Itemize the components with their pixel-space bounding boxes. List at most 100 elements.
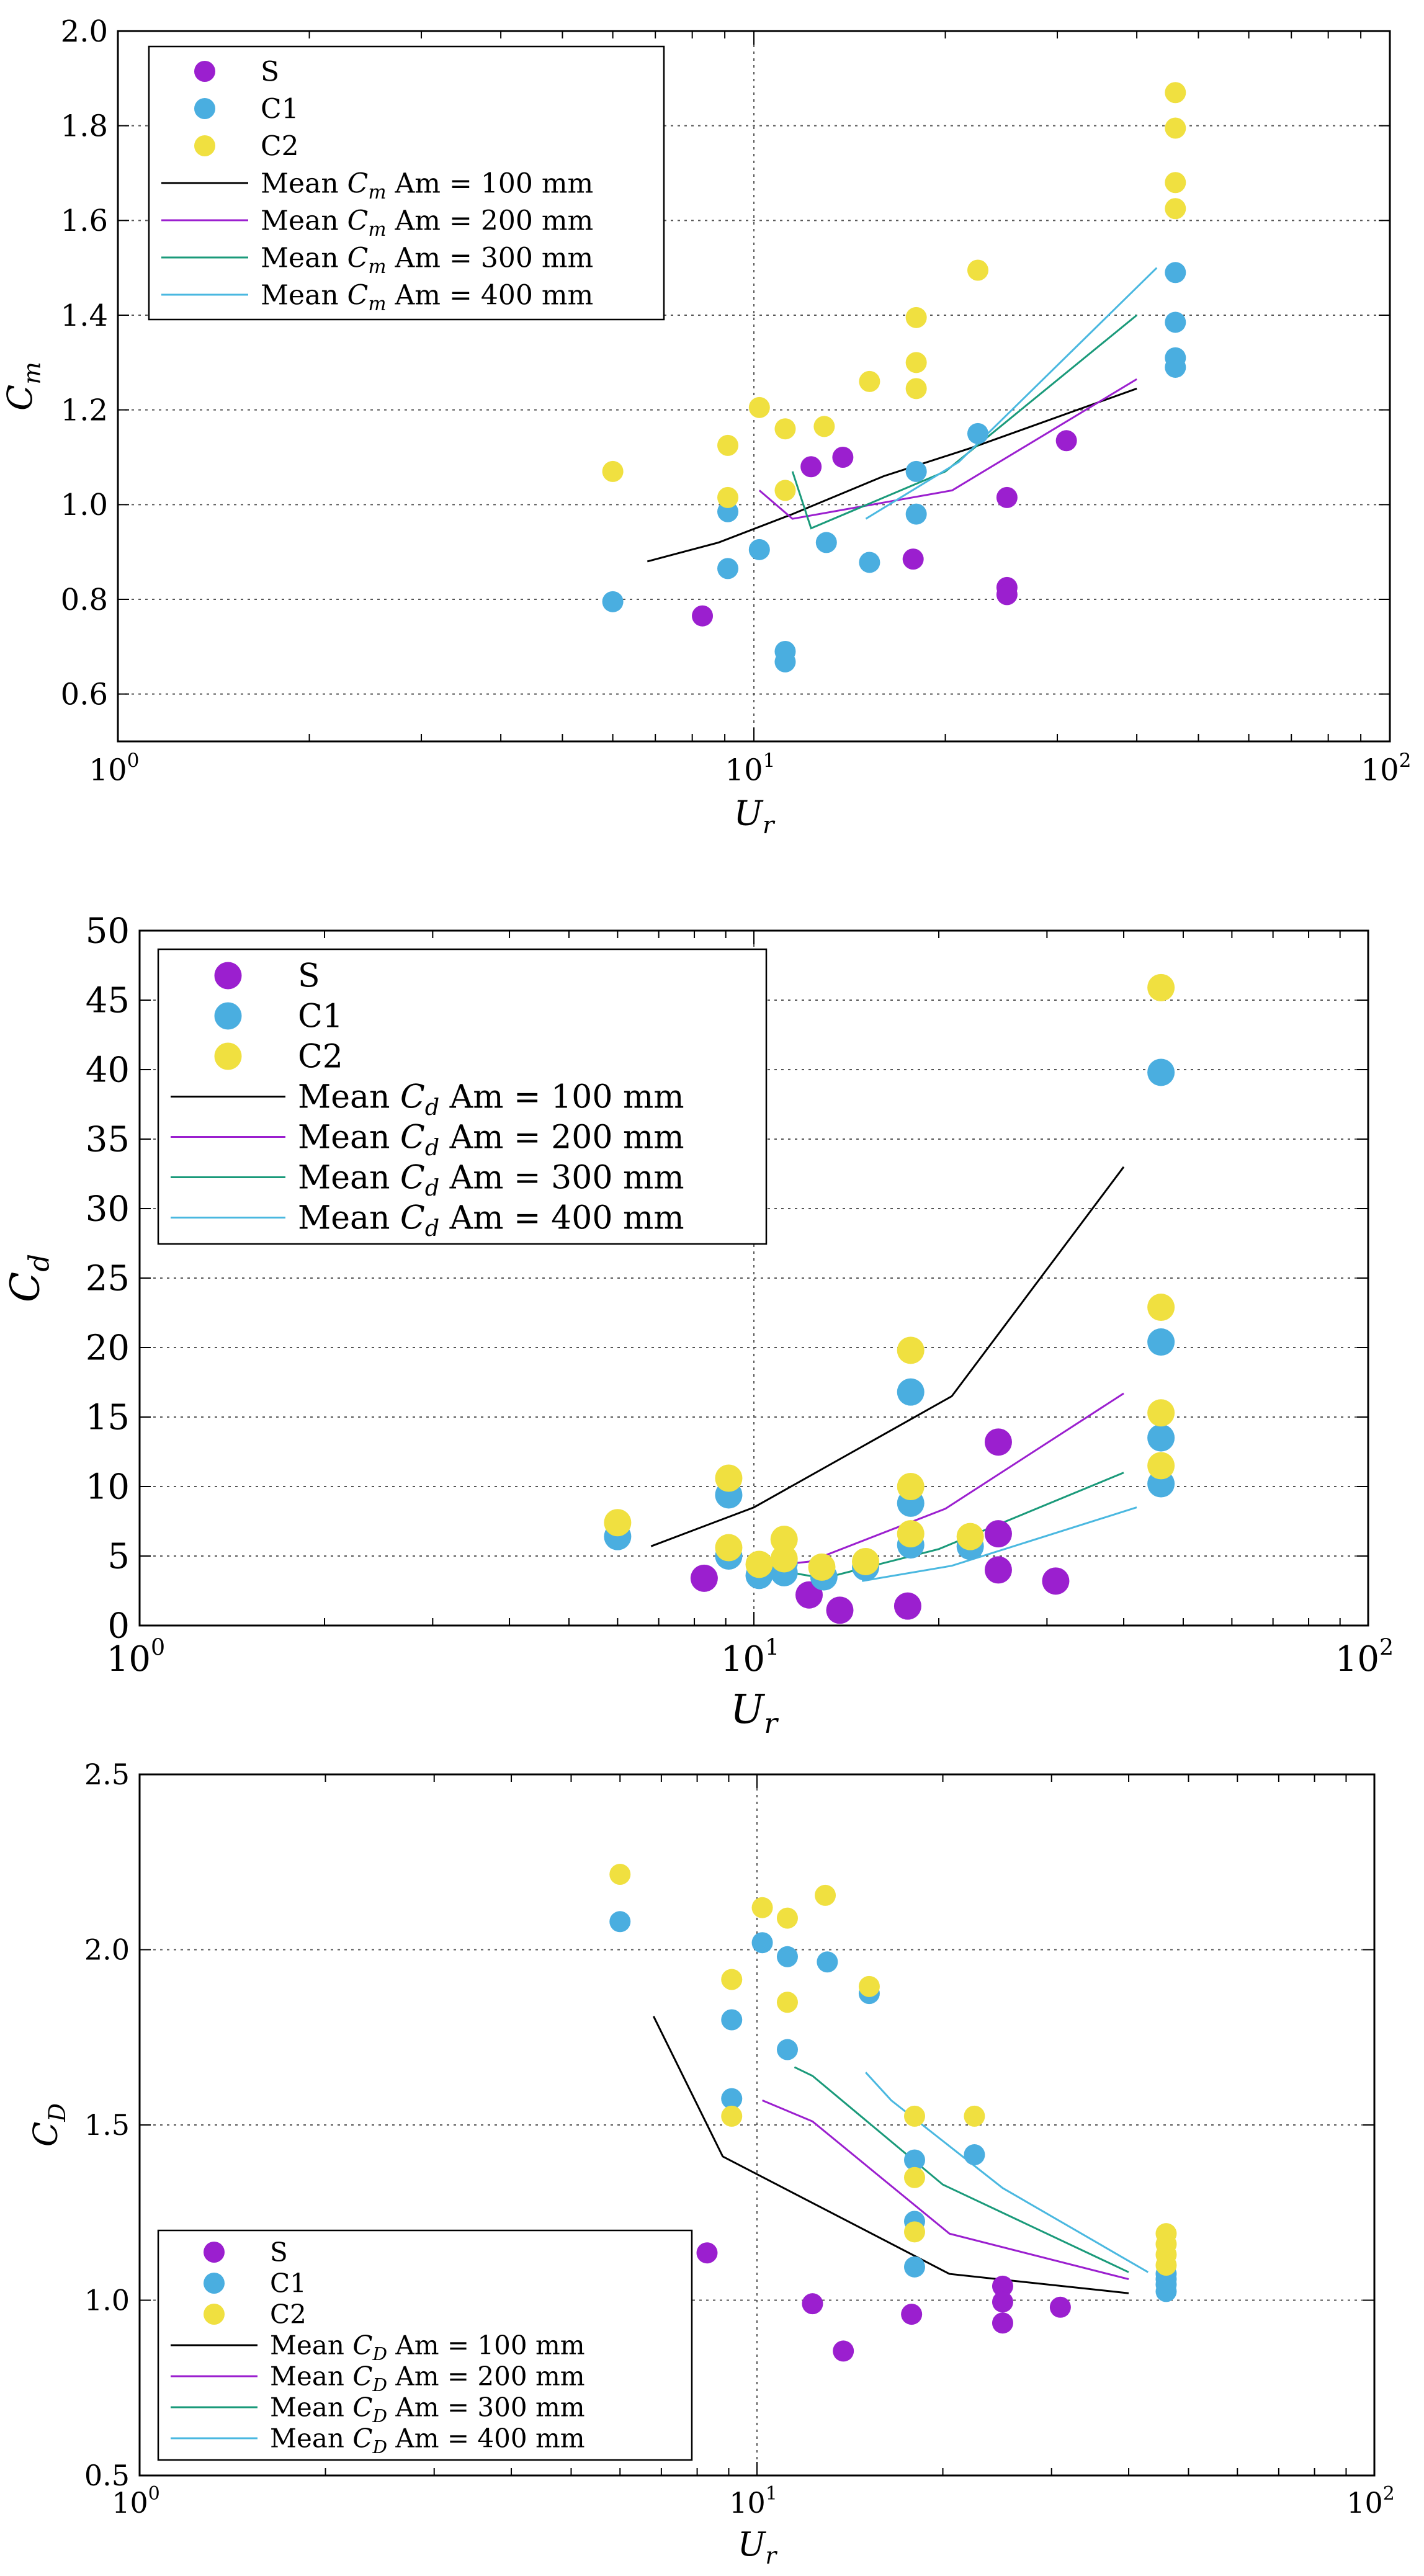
x-tick-label: 100 (89, 749, 140, 788)
marker-s (800, 456, 822, 478)
marker-c2 (905, 306, 927, 328)
marker-c2 (1147, 1399, 1175, 1427)
marker-c1 (721, 2009, 743, 2031)
marker-c2 (776, 1907, 798, 1929)
chart-1: 0.6 0.8 1.0 1.2 1.4 1.6 1.8 2.0 100 101 102 Ur Cm S C1… (1, 14, 1412, 839)
mean-line-series-3 (790, 1472, 1124, 1580)
marker-c2 (1165, 82, 1186, 104)
y-axis-label: CD (27, 2103, 71, 2147)
x-tick-label: 101 (721, 1634, 779, 1679)
x-tick-label: 100 (107, 1634, 165, 1679)
y-tick-label: 0.6 (61, 677, 108, 712)
marker-c2 (1147, 1452, 1175, 1480)
marker-c2 (808, 1553, 836, 1581)
y-tick-label: 45 (86, 981, 130, 1021)
marker-c2 (813, 416, 835, 437)
mean-line-series-4 (865, 2072, 1149, 2273)
marker-s (690, 1564, 718, 1592)
legend-label: Mean Cd Am = 100 mm (298, 1079, 684, 1120)
y-tick-label: 1.8 (61, 109, 108, 143)
marker-c1 (967, 423, 988, 444)
legend-label: Mean CD Am = 100 mm (270, 2330, 585, 2364)
legend-label: Mean Cm Am = 200 mm (261, 205, 593, 241)
marker-s (893, 1592, 921, 1620)
legend-label: Mean Cm Am = 400 mm (261, 279, 593, 315)
y-tick-label: 1.4 (61, 298, 108, 333)
marker-c1 (776, 1946, 798, 1967)
marker-c2 (774, 480, 796, 501)
legend-marker-s (194, 61, 215, 82)
marker-c2 (715, 1464, 743, 1492)
marker-c1 (609, 1911, 631, 1933)
marker-s (1042, 1567, 1070, 1595)
marker-c2 (721, 2105, 743, 2127)
legend-marker-c1 (204, 2273, 225, 2294)
marker-c2 (897, 1520, 925, 1548)
marker-c1 (1155, 2281, 1177, 2302)
y-tick-label: 0.5 (84, 2459, 130, 2492)
marker-c2 (748, 396, 770, 418)
legend-label: C2 (270, 2299, 307, 2330)
y-tick-label: 10 (86, 1467, 130, 1508)
legend-label: Mean CD Am = 200 mm (270, 2361, 585, 2395)
marker-c1 (717, 558, 739, 579)
marker-c2 (721, 1969, 743, 1990)
y-tick-label: 25 (86, 1259, 130, 1299)
y-tick-label: 1.2 (61, 393, 108, 427)
legend-marker-c2 (204, 2304, 225, 2325)
marker-c2 (905, 378, 927, 400)
marker-c2 (1147, 973, 1175, 1001)
legend-marker-c2 (194, 135, 215, 156)
mean-line-series-2 (758, 378, 1137, 520)
mean-line-series-3 (791, 314, 1138, 530)
marker-c2 (717, 434, 739, 456)
marker-c2 (770, 1545, 798, 1573)
marker-c1 (776, 2039, 798, 2060)
marker-c2 (751, 1897, 773, 1918)
mean-line-series-1 (650, 1166, 1125, 1547)
marker-s (696, 2242, 718, 2264)
legend-marker-s (214, 962, 242, 990)
legend-label: Mean Cd Am = 400 mm (298, 1200, 684, 1241)
marker-c1 (903, 2256, 925, 2278)
y-tick-label: 15 (86, 1398, 130, 1438)
marker-c2 (774, 418, 796, 440)
marker-s (833, 2340, 854, 2362)
marker-c2 (1165, 198, 1186, 220)
marker-c2 (897, 1336, 925, 1364)
mean-line-series-2 (759, 1392, 1124, 1568)
marker-c2 (859, 370, 880, 392)
marker-c2 (852, 1547, 880, 1575)
legend-label: C1 (298, 998, 343, 1035)
legend-marker-s (204, 2242, 225, 2263)
y-tick-label: 0.8 (61, 583, 108, 617)
marker-c2 (815, 1884, 836, 1906)
marker-c2 (903, 2167, 925, 2188)
marker-c2 (967, 259, 988, 281)
marker-s (984, 1556, 1012, 1584)
x-tick-label: 101 (725, 749, 776, 788)
x-axis-label: Ur (734, 794, 776, 839)
marker-s (826, 1596, 854, 1624)
marker-c2 (715, 1534, 743, 1562)
legend-label: C2 (261, 130, 299, 162)
mean-line-series-4 (862, 1506, 1137, 1582)
legend-label: C2 (298, 1039, 343, 1076)
y-tick-label: 2.0 (61, 14, 108, 49)
marker-c2 (1155, 2255, 1177, 2276)
marker-c2 (1147, 1294, 1175, 1322)
marker-s (992, 2275, 1013, 2297)
legend-label: Mean Cm Am = 100 mm (261, 168, 593, 203)
marker-c2 (903, 2221, 925, 2243)
marker-c2 (770, 1526, 798, 1554)
legend-label: C1 (261, 93, 299, 125)
marker-c1 (774, 651, 796, 673)
marker-c1 (1147, 1328, 1175, 1356)
legend-label: S (261, 56, 279, 87)
mean-line-series-1 (652, 2016, 1129, 2294)
marker-s (802, 2293, 823, 2315)
marker-c2 (964, 2105, 985, 2127)
legend-marker-c2 (214, 1042, 242, 1070)
legend-label: Mean Cm Am = 300 mm (261, 242, 593, 278)
